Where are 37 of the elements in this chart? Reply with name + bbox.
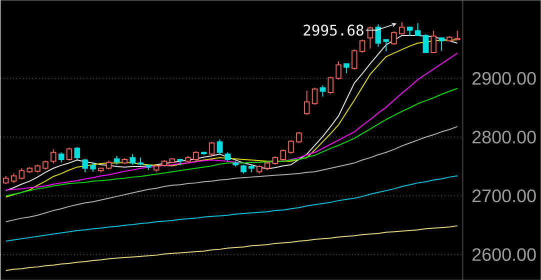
candlestick <box>66 147 72 162</box>
candlestick <box>304 90 310 116</box>
candlestick <box>351 49 358 70</box>
candlestick <box>344 63 350 74</box>
candlestick <box>320 84 326 98</box>
candlestick <box>130 154 136 166</box>
annotation: 2995.68 <box>304 24 364 36</box>
candlestick <box>375 24 382 48</box>
candlestick <box>58 152 64 163</box>
candlestick <box>336 60 342 80</box>
candlestick <box>216 138 223 155</box>
candlestick <box>50 148 56 164</box>
candlestick <box>208 141 215 156</box>
y-tick-label: 2800.00 <box>472 130 536 144</box>
candlestick <box>296 131 302 144</box>
line-series <box>5 225 458 271</box>
candlestick <box>18 168 25 180</box>
candlestick <box>280 148 286 162</box>
candlestick <box>391 30 397 46</box>
candlestick <box>422 34 429 53</box>
candlestick <box>82 158 88 173</box>
candlestick <box>10 172 17 184</box>
candlestick <box>359 39 366 53</box>
candlestick <box>383 39 389 52</box>
candlestick <box>328 76 334 94</box>
y-tick-label: 2900.00 <box>472 72 536 85</box>
candlestick <box>438 37 444 52</box>
y-tick-label: 2600.00 <box>472 248 536 261</box>
candlestick <box>399 22 405 35</box>
candlestick <box>430 30 436 53</box>
candlestick <box>312 87 318 106</box>
candlestick <box>288 139 294 154</box>
candlestick <box>193 150 199 162</box>
candlestick <box>74 146 80 160</box>
candlestick <box>367 26 374 49</box>
y-tick-label: 2700.00 <box>472 189 536 202</box>
candlestick <box>414 22 421 36</box>
